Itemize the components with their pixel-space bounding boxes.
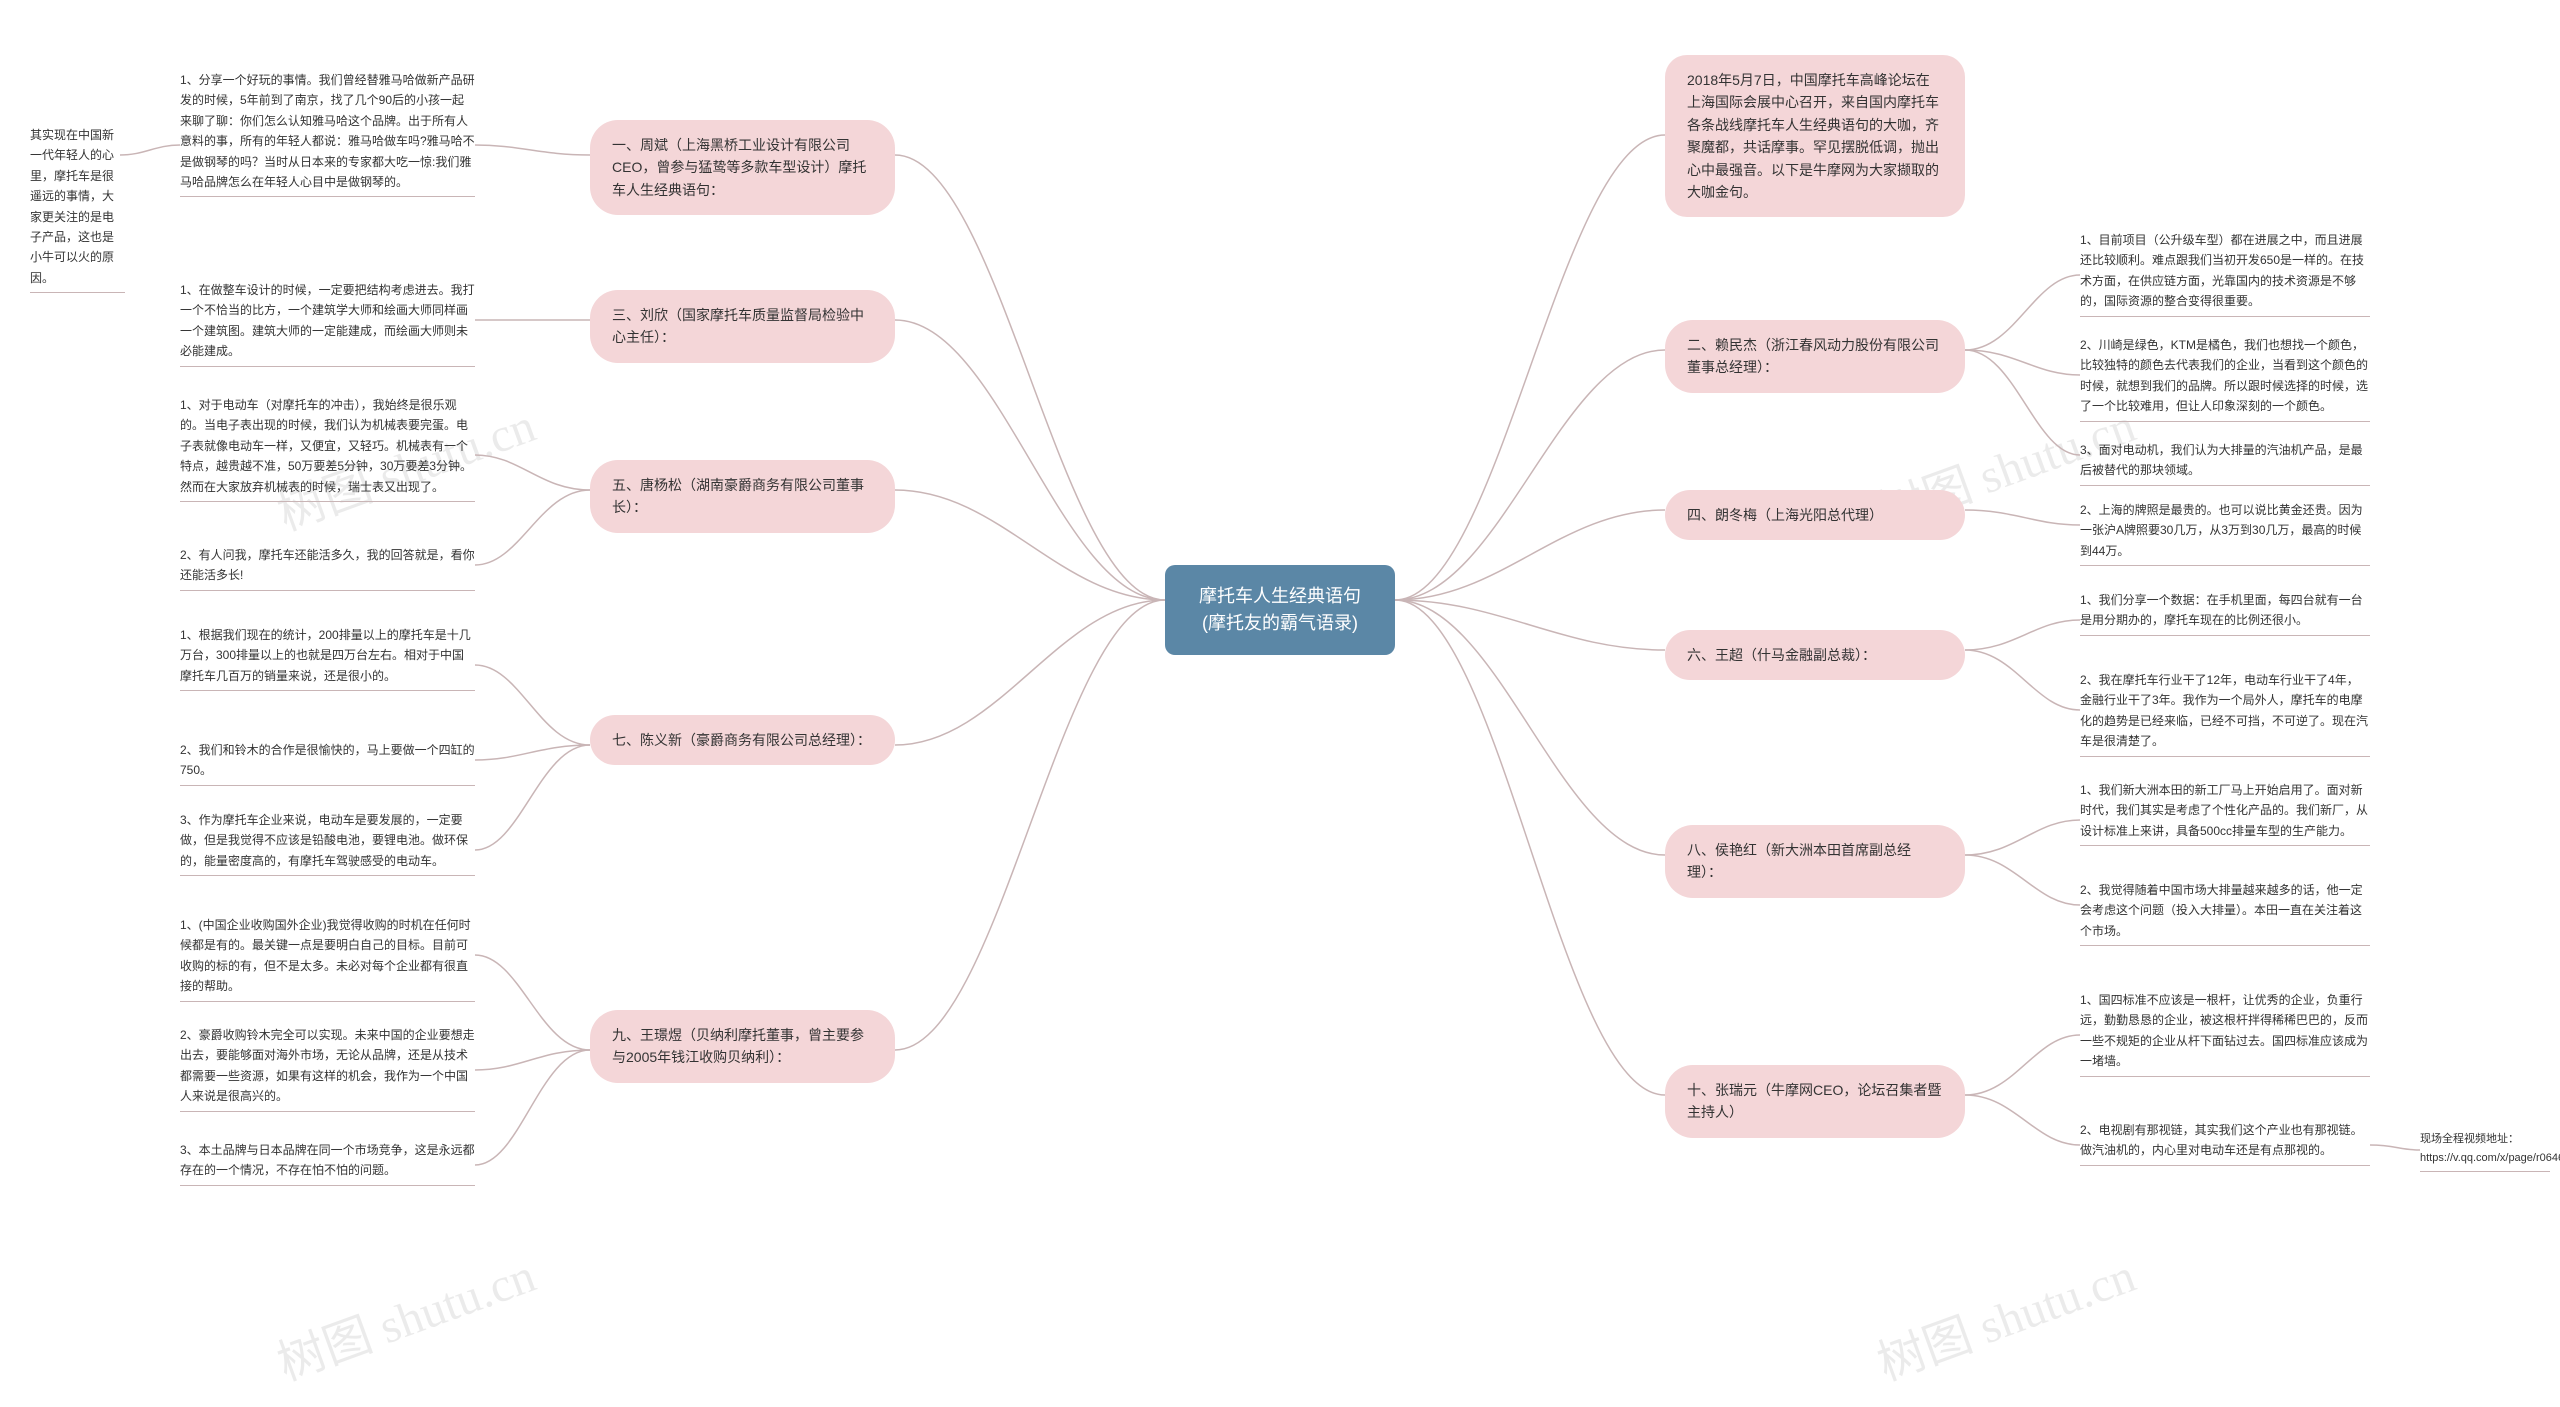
leaf-6-1: 1、我们分享一个数据：在手机里面，每四台就有一台是用分期办的，摩托车现在的比例还… bbox=[2080, 590, 2370, 636]
leaf-2-1: 1、目前项目（公升级车型）都在进展之中，而且进展还比较顺利。难点跟我们当初开发6… bbox=[2080, 230, 2370, 317]
branch-4: 四、朗冬梅（上海光阳总代理） bbox=[1665, 490, 1965, 540]
leaf-1-1: 1、分享一个好玩的事情。我们曾经替雅马哈做新产品研发的时候，5年前到了南京，找了… bbox=[180, 70, 475, 197]
branch-10-label: 十、张瑞元（牛摩网CEO，论坛召集者暨主持人） bbox=[1687, 1082, 1941, 1120]
branch-9: 九、王璟煜（贝纳利摩托董事，曾主要参与2005年钱江收购贝纳利）： bbox=[590, 1010, 895, 1083]
leaf-3-1: 1、在做整车设计的时候，一定要把结构考虑进去。我打一个不恰当的比方，一个建筑学大… bbox=[180, 280, 475, 367]
branch-intro: 2018年5月7日，中国摩托车高峰论坛在上海国际会展中心召开，来自国内摩托车各条… bbox=[1665, 55, 1965, 217]
branch-3-label: 三、刘欣（国家摩托车质量监督局检验中心主任）： bbox=[612, 307, 864, 345]
branch-4-label: 四、朗冬梅（上海光阳总代理） bbox=[1687, 507, 1883, 523]
branch-2: 二、赖民杰（浙江春风动力股份有限公司董事总经理）： bbox=[1665, 320, 1965, 393]
watermark: 树图 shutu.cn bbox=[1866, 1236, 2143, 1394]
leaf-10-extra: 现场全程视频地址：https://v.qq.com/x/page/r0646d5… bbox=[2420, 1130, 2550, 1172]
center-title: 摩托车人生经典语句(摩托友的霸气语录) bbox=[1199, 586, 1361, 633]
branch-2-label: 二、赖民杰（浙江春风动力股份有限公司董事总经理）： bbox=[1687, 337, 1939, 375]
branch-5-label: 五、唐杨松（湖南豪爵商务有限公司董事长）： bbox=[612, 477, 864, 515]
center-node: 摩托车人生经典语句(摩托友的霸气语录) bbox=[1165, 565, 1395, 655]
branch-5: 五、唐杨松（湖南豪爵商务有限公司董事长）： bbox=[590, 460, 895, 533]
branch-7-label: 七、陈义新（豪爵商务有限公司总经理）： bbox=[612, 732, 871, 748]
watermark: 树图 shutu.cn bbox=[266, 1236, 543, 1394]
branch-intro-label: 2018年5月7日，中国摩托车高峰论坛在上海国际会展中心召开，来自国内摩托车各条… bbox=[1687, 72, 1939, 200]
leaf-1-2: 其实现在中国新一代年轻人的心里，摩托车是很遥远的事情，大家更关注的是电子产品，这… bbox=[30, 125, 125, 293]
branch-6: 六、王超（什马金融副总裁）： bbox=[1665, 630, 1965, 680]
leaf-6-2: 2、我在摩托车行业干了12年，电动车行业干了4年，金融行业干了3年。我作为一个局… bbox=[2080, 670, 2370, 757]
branch-8-label: 八、侯艳红（新大洲本田首席副总经理）： bbox=[1687, 842, 1911, 880]
leaf-9-1: 1、(中国企业收购国外企业)我觉得收购的时机在任何时候都是有的。最关键一点是要明… bbox=[180, 915, 475, 1002]
branch-1-label: 一、周斌（上海黑桥工业设计有限公司CEO，曾参与猛鸷等多款车型设计）摩托车人生经… bbox=[612, 137, 866, 198]
leaf-2-2: 2、川崎是绿色，KTM是橘色，我们也想找一个颜色，比较独特的颜色去代表我们的企业… bbox=[2080, 335, 2370, 422]
leaf-7-1: 1、根据我们现在的统计，200排量以上的摩托车是十几万台，300排量以上的也就是… bbox=[180, 625, 475, 691]
leaf-10-1: 1、国四标准不应该是一根杆，让优秀的企业，负重行远，勤勤恳恳的企业，被这根杆拌得… bbox=[2080, 990, 2370, 1077]
leaf-4-1: 2、上海的牌照是最贵的。也可以说比黄金还贵。因为一张沪A牌照要30几万，从3万到… bbox=[2080, 500, 2370, 566]
branch-8: 八、侯艳红（新大洲本田首席副总经理）： bbox=[1665, 825, 1965, 898]
branch-6-label: 六、王超（什马金融副总裁）： bbox=[1687, 647, 1876, 663]
leaf-9-3: 3、本土品牌与日本品牌在同一个市场竞争，这是永远都存在的一个情况，不存在怕不怕的… bbox=[180, 1140, 475, 1186]
branch-3: 三、刘欣（国家摩托车质量监督局检验中心主任）： bbox=[590, 290, 895, 363]
branch-10: 十、张瑞元（牛摩网CEO，论坛召集者暨主持人） bbox=[1665, 1065, 1965, 1138]
leaf-8-2: 2、我觉得随着中国市场大排量越来越多的话，他一定会考虑这个问题（投入大排量）。本… bbox=[2080, 880, 2370, 946]
leaf-10-2: 2、电视剧有那视链，其实我们这个产业也有那视链。做汽油机的，内心里对电动车还是有… bbox=[2080, 1120, 2370, 1166]
branch-9-label: 九、王璟煜（贝纳利摩托董事，曾主要参与2005年钱江收购贝纳利）： bbox=[612, 1027, 864, 1065]
branch-7: 七、陈义新（豪爵商务有限公司总经理）： bbox=[590, 715, 895, 765]
leaf-5-2: 2、有人问我，摩托车还能活多久，我的回答就是，看你还能活多长! bbox=[180, 545, 475, 591]
leaf-9-2: 2、豪爵收购铃木完全可以实现。未来中国的企业要想走出去，要能够面对海外市场，无论… bbox=[180, 1025, 475, 1112]
leaf-5-1: 1、对于电动车（对摩托车的冲击），我始终是很乐观的。当电子表出现的时候，我们认为… bbox=[180, 395, 475, 502]
leaf-8-1: 1、我们新大洲本田的新工厂马上开始启用了。面对新时代，我们其实是考虑了个性化产品… bbox=[2080, 780, 2370, 846]
leaf-7-3: 3、作为摩托车企业来说，电动车是要发展的，一定要做，但是我觉得不应该是铅酸电池，… bbox=[180, 810, 475, 876]
leaf-7-2: 2、我们和铃木的合作是很愉快的，马上要做一个四缸的750。 bbox=[180, 740, 475, 786]
leaf-2-3: 3、面对电动机，我们认为大排量的汽油机产品，是最后被替代的那块领域。 bbox=[2080, 440, 2370, 486]
branch-1: 一、周斌（上海黑桥工业设计有限公司CEO，曾参与猛鸷等多款车型设计）摩托车人生经… bbox=[590, 120, 895, 215]
